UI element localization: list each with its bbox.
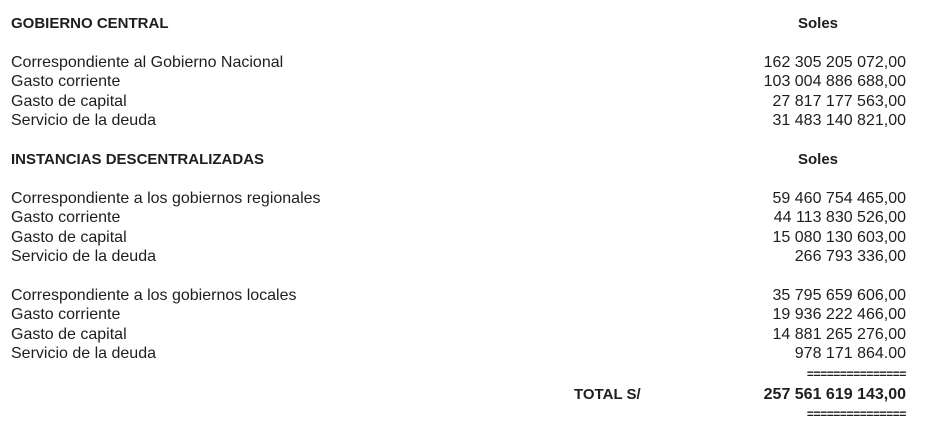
line-item: Servicio de la deuda 266 793 336,00: [0, 247, 928, 267]
separator-top: ===============: [0, 364, 928, 384]
item-value: 59 460 754 465,00: [772, 190, 906, 207]
line-item: Correspondiente a los gobiernos regional…: [0, 189, 928, 209]
total-label: TOTAL S/: [574, 386, 641, 403]
item-label: Servicio de la deuda: [11, 112, 156, 129]
line-item: Servicio de la deuda 978 171 864.00: [0, 344, 928, 364]
item-label: Gasto de capital: [11, 326, 127, 343]
item-label: Correspondiente a los gobiernos locales: [11, 287, 297, 304]
item-value: 15 080 130 603,00: [772, 229, 906, 246]
item-value: 19 936 222 466,00: [772, 306, 906, 323]
unit-label: Soles: [798, 151, 839, 168]
section-header-instancias-descentralizadas: INSTANCIAS DESCENTRALIZADAS Soles: [0, 150, 928, 170]
item-value: 31 483 140 821,00: [772, 112, 906, 129]
item-value: 14 881 265 276,00: [772, 326, 906, 343]
line-item: Gasto de capital 14 881 265 276,00: [0, 325, 928, 345]
line-item: Correspondiente a los gobiernos locales 3…: [0, 286, 928, 306]
item-label: Gasto corriente: [11, 73, 121, 90]
item-value: 35 795 659 606,00: [772, 287, 906, 304]
double-rule: ===============: [806, 407, 907, 421]
item-value: 44 113 830 526,00: [773, 209, 906, 226]
section-heading: GOBIERNO CENTRAL: [11, 15, 169, 32]
item-value: 27 817 177 563,00: [772, 93, 906, 110]
item-label: Correspondiente al Gobierno Nacional: [11, 54, 284, 71]
item-label: Gasto corriente: [11, 209, 121, 226]
item-value: 978 171 864.00: [794, 345, 906, 362]
unit-label: Soles: [798, 15, 839, 32]
line-item: Gasto de capital 15 080 130 603,00: [0, 228, 928, 248]
line-item: Gasto de capital 27 817 177 563,00: [0, 92, 928, 112]
item-label: Gasto de capital: [11, 93, 127, 110]
line-item: Servicio de la deuda 31 483 140 821,00: [0, 111, 928, 131]
line-item: Correspondiente al Gobierno Nacional 162 …: [0, 53, 928, 73]
double-rule: ===============: [806, 367, 907, 381]
line-item: Gasto corriente 103 004 886 688,00: [0, 72, 928, 92]
section-header-gobierno-central: GOBIERNO CENTRAL Soles: [0, 14, 928, 34]
total-row: TOTAL S/ 257 561 619 143,00: [0, 385, 928, 405]
item-label: Gasto de capital: [11, 229, 127, 246]
item-value: 266 793 336,00: [794, 248, 906, 265]
item-label: Servicio de la deuda: [11, 345, 156, 362]
item-label: Servicio de la deuda: [11, 248, 156, 265]
line-item: Gasto corriente 19 936 222 466,00: [0, 305, 928, 325]
section-heading: INSTANCIAS DESCENTRALIZADAS: [11, 151, 265, 168]
line-item: Gasto corriente 44 113 830 526,00: [0, 208, 928, 228]
item-label: Correspondiente a los gobiernos regional…: [11, 190, 321, 207]
item-label: Gasto corriente: [11, 306, 121, 323]
separator-bottom: ===============: [0, 404, 928, 424]
item-value: 103 004 886 688,00: [763, 73, 906, 90]
item-value: 162 305 205 072,00: [763, 54, 906, 71]
total-value: 257 561 619 143,00: [763, 386, 906, 403]
